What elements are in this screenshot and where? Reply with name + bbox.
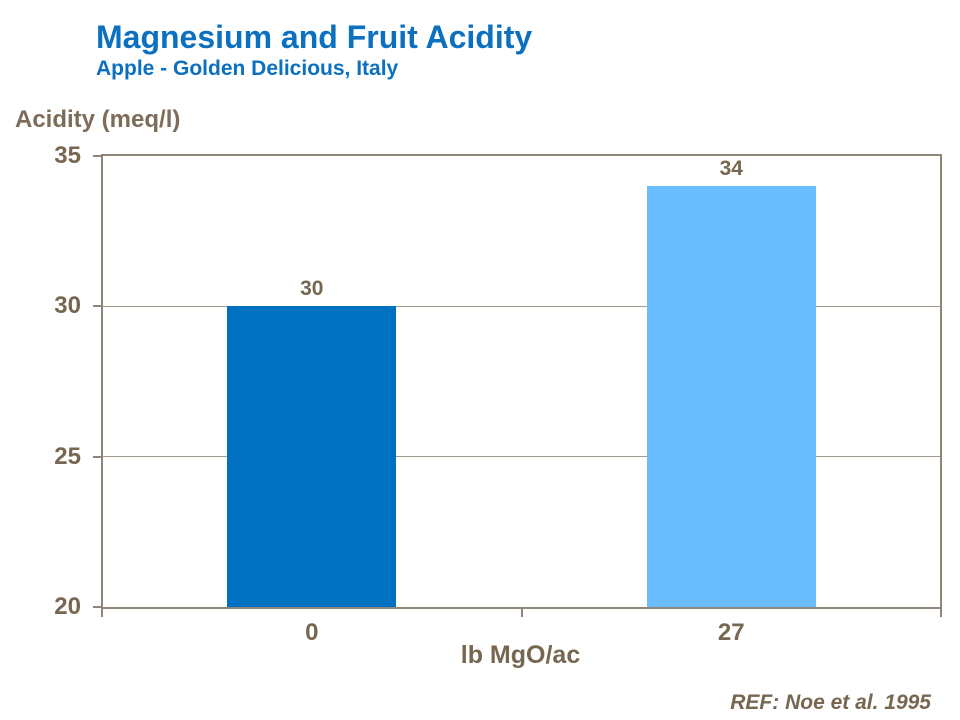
bar-value-label-27: 34 (719, 157, 743, 181)
y-tick-label-20: 20 (54, 593, 81, 620)
bar-value-label-0: 30 (300, 277, 324, 301)
x-tick-mark-2 (940, 609, 942, 617)
x-tick-label-0: 0 (305, 619, 319, 646)
x-tick-label-27: 27 (717, 619, 745, 646)
gridline-25 (103, 456, 940, 458)
y-tick-mark-35 (93, 155, 101, 157)
bar-0 (227, 306, 397, 607)
reference-note: REF: Noe et al. 1995 (730, 691, 931, 714)
y-tick-mark-30 (93, 305, 101, 308)
x-axis-title: lb MgO/ac (460, 641, 581, 669)
y-tick-mark-20 (93, 606, 101, 608)
y-tick-mark-25 (93, 455, 101, 458)
y-axis-title: Acidity (meq/l) (15, 106, 181, 133)
y-tick-label-25: 25 (54, 442, 81, 470)
gridline-30 (103, 305, 940, 307)
bar-27 (646, 186, 816, 607)
x-tick-mark-1 (520, 609, 523, 617)
y-tick-label-35: 35 (54, 142, 81, 169)
chart-subtitle: Apple - Golden Delicious, Italy (96, 57, 399, 80)
plot-area (101, 154, 942, 609)
chart-title: Magnesium and Fruit Acidity (96, 19, 533, 55)
x-tick-mark-0 (101, 609, 103, 617)
y-tick-label-30: 30 (54, 292, 81, 320)
